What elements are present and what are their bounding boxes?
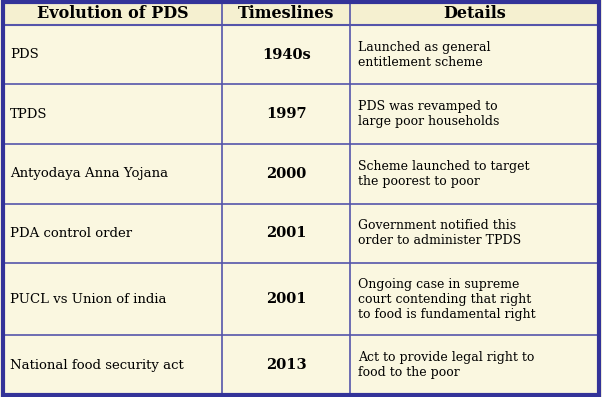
Text: 2001: 2001 (266, 226, 306, 240)
Text: National food security act: National food security act (10, 359, 184, 372)
Bar (3, 144, 599, 204)
Text: 2013: 2013 (266, 358, 306, 372)
Text: Government notified this
order to administer TPDS: Government notified this order to admini… (358, 219, 521, 247)
Text: Antyodaya Anna Yojana: Antyodaya Anna Yojana (10, 167, 169, 180)
Text: PUCL vs Union of india: PUCL vs Union of india (10, 293, 167, 306)
Text: Scheme launched to target
the poorest to poor: Scheme launched to target the poorest to… (358, 160, 529, 188)
Text: PDA control order: PDA control order (10, 227, 132, 240)
Bar (3, 85, 599, 144)
Bar (3, 204, 599, 263)
Bar (3, 2, 599, 25)
Text: TPDS: TPDS (10, 108, 48, 121)
Text: Launched as general
entitlement scheme: Launched as general entitlement scheme (358, 40, 490, 69)
Bar (3, 263, 599, 335)
Text: PDS: PDS (10, 48, 39, 61)
Text: Act to provide legal right to
food to the poor: Act to provide legal right to food to th… (358, 351, 534, 379)
Text: Evolution of PDS: Evolution of PDS (37, 5, 188, 22)
Text: Timeslines: Timeslines (238, 5, 335, 22)
Text: 1997: 1997 (266, 107, 306, 121)
Text: Details: Details (443, 5, 506, 22)
Text: Ongoing case in supreme
court contending that right
to food is fundamental right: Ongoing case in supreme court contending… (358, 278, 535, 321)
Text: 2000: 2000 (266, 167, 306, 181)
Text: 1940s: 1940s (262, 48, 311, 62)
Bar (3, 25, 599, 85)
Text: PDS was revamped to
large poor households: PDS was revamped to large poor household… (358, 100, 499, 128)
Text: 2001: 2001 (266, 292, 306, 306)
Bar (3, 335, 599, 395)
